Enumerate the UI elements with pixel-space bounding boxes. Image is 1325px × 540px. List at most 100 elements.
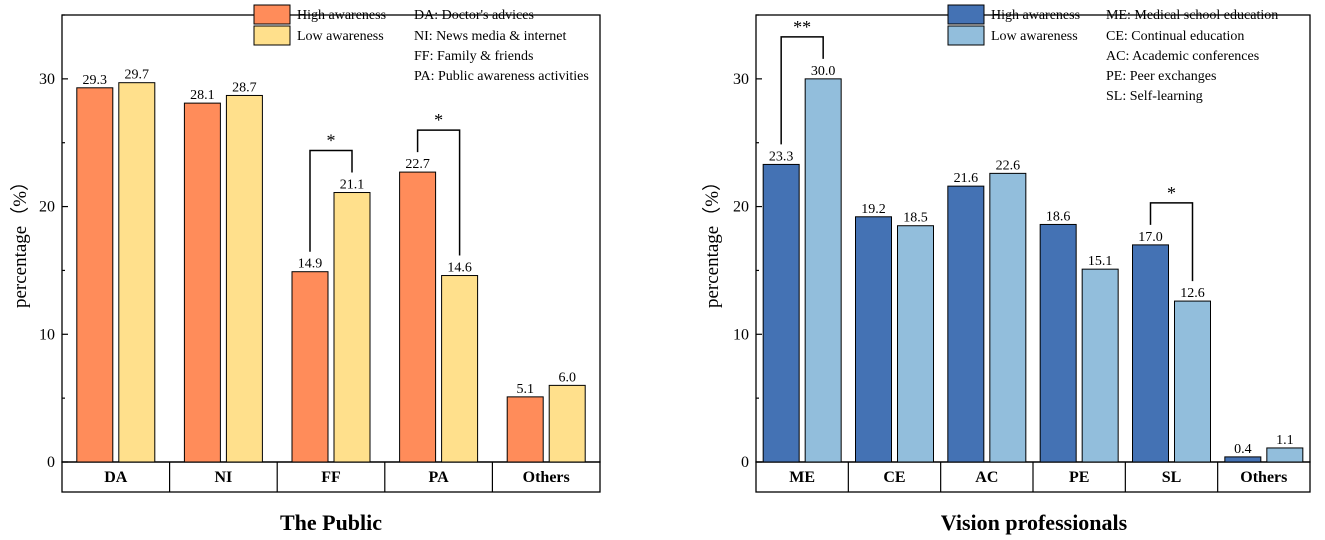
significance-bracket	[416, 129, 461, 256]
significance-mark: **	[793, 17, 811, 37]
bar-low-awareness	[1174, 300, 1211, 463]
bar-high-awareness	[1039, 223, 1077, 463]
legend-label-low: Low awareness	[297, 29, 384, 44]
bar-high-awareness	[399, 171, 437, 463]
significance-mark: *	[434, 110, 443, 130]
abbreviation-item: CE: Continual education	[1106, 29, 1244, 44]
bar-high-awareness	[76, 87, 114, 463]
y-axis-label: percentage（%）	[9, 172, 31, 308]
bar-low-awareness	[989, 172, 1027, 463]
data-label: 30.0	[811, 64, 836, 79]
category-labels: DA NI FF PA Others	[104, 462, 570, 492]
category-label: DA	[104, 469, 128, 486]
category-label: FF	[321, 469, 341, 486]
panel-vision-professionals: 0 10 20 30 23.3 30.0 19.2 18.5 21.6 22.6 18.6 15.1…	[701, 4, 1311, 535]
category-label: PA	[429, 469, 450, 486]
bar-high-awareness	[855, 216, 892, 463]
value-labels: 23.3 30.0 19.2 18.5 21.6 22.6 18.6 15.1 17.0 12.6…	[769, 64, 1294, 457]
legend: High awareness Low awareness	[253, 4, 386, 46]
data-label: 29.3	[83, 73, 108, 88]
legend-label-high: High awareness	[297, 8, 386, 23]
abbreviation-item: AC: Academic conferences	[1106, 49, 1259, 64]
data-label: 22.6	[996, 158, 1021, 173]
bar-low-awareness	[548, 384, 586, 463]
bar-high-awareness	[1132, 244, 1169, 463]
bar-group	[762, 78, 1304, 463]
y-tick-label: 20	[733, 199, 749, 216]
chart-title: The Public	[280, 510, 382, 535]
category-label: ME	[789, 469, 815, 486]
data-label: 14.9	[298, 257, 323, 272]
data-label: 14.6	[447, 261, 472, 276]
significance-bracket	[309, 149, 353, 252]
data-label: 1.1	[1276, 433, 1294, 448]
bar-low-awareness	[1266, 447, 1304, 463]
bar-low-awareness	[333, 192, 371, 463]
y-tick-label: 30	[733, 71, 749, 88]
legend-swatch-low	[253, 25, 291, 46]
category-label: Others	[1240, 469, 1287, 486]
abbreviation-item: PE: Peer exchanges	[1106, 69, 1216, 84]
y-tick-label: 0	[741, 454, 749, 471]
y-tick-label: 0	[47, 454, 55, 471]
bar-low-awareness	[804, 78, 842, 463]
y-axis-label: percentage（%）	[701, 172, 723, 308]
category-label: SL	[1162, 469, 1182, 486]
legend-label-high: High awareness	[991, 8, 1080, 23]
abbreviation-item: DA: Doctor's advices	[414, 8, 534, 23]
data-label: 18.6	[1046, 209, 1071, 224]
bar-low-awareness	[118, 82, 156, 463]
abbreviation-item: FF: Family & friends	[414, 49, 533, 64]
bar-high-awareness	[762, 163, 800, 463]
chart-title: Vision professionals	[941, 510, 1128, 535]
abbreviation-list: DA: Doctor's advices NI: News media & in…	[414, 8, 589, 84]
data-label: 5.1	[516, 382, 534, 397]
category-label: NI	[215, 469, 233, 486]
data-label: 15.1	[1088, 254, 1113, 269]
category-label: Others	[523, 469, 570, 486]
y-axis-ticks: 0 10 20 30	[733, 14, 762, 471]
legend-swatch-low	[947, 25, 985, 46]
y-tick-label: 10	[733, 326, 749, 343]
data-label: 17.0	[1138, 230, 1163, 245]
data-label: 28.1	[190, 88, 215, 103]
category-strip	[61, 461, 601, 493]
data-label: 12.6	[1180, 286, 1205, 301]
category-label: AC	[975, 469, 998, 486]
abbreviation-item: ME: Medical school education	[1106, 8, 1278, 23]
legend-swatch-high	[947, 4, 985, 25]
y-tick-label: 30	[39, 71, 55, 88]
data-label: 23.3	[769, 149, 794, 164]
bar-high-awareness	[183, 102, 221, 463]
data-label: 22.7	[405, 157, 430, 172]
category-labels: ME CE AC PE SL Others	[789, 462, 1287, 492]
bar-low-awareness	[225, 94, 263, 463]
significance-bracket	[1149, 202, 1194, 282]
data-label: 19.2	[861, 202, 886, 217]
bar-low-awareness	[897, 225, 934, 463]
value-labels: 29.3 29.7 28.1 28.7 14.9 21.1 22.7 14.6 5.1 6.0	[83, 68, 576, 397]
significance-bracket	[780, 36, 824, 145]
legend: High awareness Low awareness	[947, 4, 1080, 46]
data-label: 18.5	[903, 211, 928, 226]
y-axis-ticks: 0 10 20 30	[39, 14, 68, 471]
bar-group	[76, 82, 586, 463]
abbreviation-item: NI: News media & internet	[414, 29, 567, 44]
bar-low-awareness	[1081, 268, 1119, 463]
data-label: 21.1	[340, 178, 365, 193]
bar-high-awareness	[291, 271, 329, 463]
legend-swatch-high	[253, 4, 291, 25]
data-label: 21.6	[954, 171, 979, 186]
legend-label-low: Low awareness	[991, 29, 1078, 44]
abbreviation-item: PA: Public awareness activities	[414, 69, 589, 84]
significance-mark: *	[1167, 183, 1176, 203]
category-label: CE	[883, 469, 905, 486]
bar-high-awareness	[506, 396, 544, 463]
y-tick-label: 10	[39, 326, 55, 343]
bar-high-awareness	[947, 185, 985, 463]
abbreviation-item: SL: Self-learning	[1106, 89, 1203, 104]
significance-brackets: ***	[780, 17, 1194, 282]
data-label: 29.7	[125, 68, 150, 83]
bar-low-awareness	[441, 275, 479, 463]
abbreviation-list: ME: Medical school education CE: Continu…	[1106, 8, 1278, 104]
